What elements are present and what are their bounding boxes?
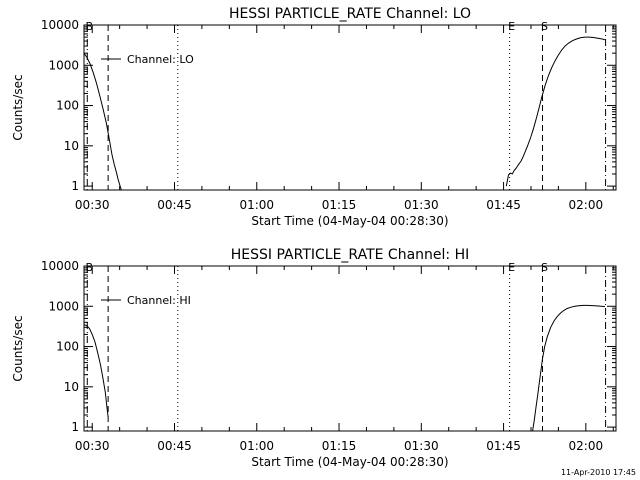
chart-panel-lo: HESSI PARTICLE_RATE Channel: LO Start Tim… [11,6,617,228]
legend-label: Channel: LO [127,53,194,66]
event-marker-label: E [508,261,515,274]
chart-title: HESSI PARTICLE_RATE Channel: HI [231,247,469,263]
footer-timestamp: 11-Apr-2010 17:45 [561,468,636,477]
series-line-segment [532,304,606,431]
event-marker-label: E [508,20,515,33]
x-axis-label: Start Time (04-May-04 00:28:30) [251,455,448,469]
series-line-segment [505,36,606,187]
event-marker-label: B [86,20,94,33]
x-tick-label: 01:45 [486,439,521,453]
x-tick-label: 01:30 [404,439,439,453]
plot-frame [83,24,617,191]
x-tick-label: 00:45 [157,439,192,453]
y-axis-label: Counts/sec [11,74,25,140]
y-tick-label: 100 [56,340,79,354]
x-tick-label: 00:30 [75,198,110,212]
x-tick-label: 01:15 [322,198,357,212]
x-tick-label: 01:15 [322,439,357,453]
y-tick-label: 1 [71,179,79,193]
event-marker-label: S [541,20,548,33]
y-tick-label: 10 [64,380,79,394]
event-marker-label: S [541,261,548,274]
x-tick-label: 00:30 [75,439,110,453]
event-marker-label: B [86,261,94,274]
x-tick-label: 01:45 [486,198,521,212]
chart-title: HESSI PARTICLE_RATE Channel: LO [229,6,471,22]
y-tick-label: 100 [56,99,79,113]
x-tick-label: 01:00 [239,198,274,212]
series-line-segment [84,324,109,417]
y-tick-label: 10000 [41,259,79,273]
x-tick-label: 00:45 [157,198,192,212]
x-tick-label: 02:00 [569,439,604,453]
y-tick-label: 10 [64,139,79,153]
y-tick-label: 1000 [48,58,79,72]
x-axis-label: Start Time (04-May-04 00:28:30) [251,214,448,228]
x-tick-label: 01:00 [239,439,274,453]
y-tick-label: 10000 [41,18,79,32]
chart-panel-hi: HESSI PARTICLE_RATE Channel: HI Start Tim… [11,247,617,469]
x-tick-label: 02:00 [569,198,604,212]
y-axis-label: Counts/sec [11,315,25,381]
series-line-segment [84,52,122,190]
y-tick-label: 1 [71,420,79,434]
legend-label: Channel: HI [127,294,191,307]
y-tick-label: 1000 [48,299,79,313]
x-tick-label: 01:30 [404,198,439,212]
